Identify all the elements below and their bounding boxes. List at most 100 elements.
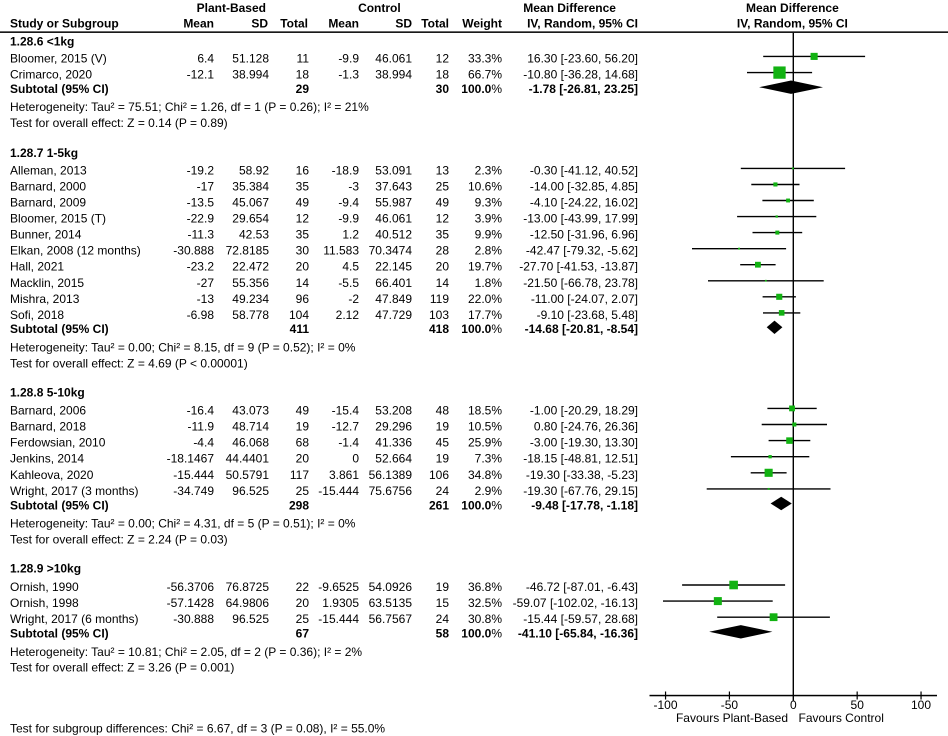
svg-text:47.729: 47.729 — [375, 308, 412, 322]
svg-text:41.336: 41.336 — [375, 436, 412, 450]
svg-text:Control: Control — [358, 1, 401, 15]
svg-text:25: 25 — [296, 484, 310, 498]
svg-text:2.12: 2.12 — [336, 308, 360, 322]
svg-text:49: 49 — [296, 403, 310, 417]
svg-text:20: 20 — [436, 260, 450, 274]
svg-text:46.068: 46.068 — [232, 436, 269, 450]
svg-text:-11.00 [-24.07, 2.07]: -11.00 [-24.07, 2.07] — [531, 292, 638, 306]
svg-text:11: 11 — [297, 51, 310, 65]
svg-text:1.8%: 1.8% — [475, 276, 503, 290]
svg-text:104: 104 — [289, 308, 309, 322]
svg-text:-18.9: -18.9 — [332, 163, 360, 177]
svg-text:-23.2: -23.2 — [187, 260, 215, 274]
svg-text:53.208: 53.208 — [375, 403, 412, 417]
svg-text:-18.15 [-48.81, 12.51]: -18.15 [-48.81, 12.51] — [523, 452, 638, 466]
svg-text:72.8185: 72.8185 — [226, 244, 270, 258]
svg-text:19: 19 — [296, 420, 310, 434]
svg-text:53.091: 53.091 — [375, 163, 412, 177]
svg-text:47.849: 47.849 — [375, 292, 412, 306]
svg-text:76.8725: 76.8725 — [226, 580, 270, 594]
svg-text:29: 29 — [296, 82, 310, 96]
svg-text:Mishra, 2013: Mishra, 2013 — [10, 292, 80, 306]
svg-text:Study or Subgroup: Study or Subgroup — [10, 17, 119, 31]
svg-text:-100: -100 — [653, 698, 677, 712]
svg-text:411: 411 — [290, 322, 310, 336]
svg-text:1.28.8 5-10kg: 1.28.8 5-10kg — [10, 386, 85, 400]
svg-text:SD: SD — [395, 17, 412, 31]
svg-text:Bloomer, 2015 (T): Bloomer, 2015 (T) — [10, 212, 106, 226]
svg-text:6.4: 6.4 — [197, 51, 214, 65]
svg-text:36.8%: 36.8% — [468, 580, 502, 594]
svg-text:-12.7: -12.7 — [332, 420, 360, 434]
svg-text:-2: -2 — [348, 292, 359, 306]
svg-text:34.8%: 34.8% — [468, 468, 502, 482]
svg-text:117: 117 — [290, 468, 309, 482]
svg-text:Heterogeneity: Tau² = 0.00; Ch: Heterogeneity: Tau² = 0.00; Chi² = 4.31,… — [10, 517, 356, 531]
svg-text:96.525: 96.525 — [232, 484, 269, 498]
svg-text:Heterogeneity: Tau² = 75.51; C: Heterogeneity: Tau² = 75.51; Chi² = 1.26… — [10, 100, 369, 114]
svg-text:-9.6525: -9.6525 — [318, 580, 359, 594]
svg-text:-50: -50 — [721, 698, 739, 712]
svg-text:-42.47 [-79.32, -5.62]: -42.47 [-79.32, -5.62] — [526, 244, 638, 258]
svg-text:37.643: 37.643 — [375, 179, 412, 193]
svg-text:64.9806: 64.9806 — [226, 596, 270, 610]
svg-text:-9.48 [-17.78, -1.18]: -9.48 [-17.78, -1.18] — [531, 498, 638, 512]
svg-text:10.5%: 10.5% — [468, 420, 502, 434]
svg-text:-13.00 [-43.99, 17.99]: -13.00 [-43.99, 17.99] — [523, 212, 638, 226]
svg-text:Mean: Mean — [183, 17, 214, 31]
svg-text:3.861: 3.861 — [329, 468, 359, 482]
svg-text:Test for subgroup differences:: Test for subgroup differences: Chi² = 6.… — [10, 722, 385, 736]
svg-text:58.92: 58.92 — [239, 163, 269, 177]
svg-text:55.356: 55.356 — [232, 276, 269, 290]
svg-text:Subtotal (95% CI): Subtotal (95% CI) — [10, 322, 109, 336]
svg-text:IV, Random, 95% CI: IV, Random, 95% CI — [737, 17, 848, 31]
svg-text:298: 298 — [289, 498, 309, 512]
svg-text:Mean: Mean — [328, 17, 359, 31]
svg-text:Barnard, 2018: Barnard, 2018 — [10, 420, 86, 434]
svg-text:-5.5: -5.5 — [338, 276, 359, 290]
svg-text:24: 24 — [436, 612, 450, 626]
svg-text:Elkan, 2008 (12 months): Elkan, 2008 (12 months) — [10, 244, 141, 258]
svg-text:Plant-Based: Plant-Based — [197, 1, 266, 15]
svg-text:38.994: 38.994 — [375, 68, 412, 82]
svg-text:Sofi, 2018: Sofi, 2018 — [10, 308, 64, 322]
svg-text:22: 22 — [296, 580, 310, 594]
svg-text:Test for overall effect: Z = 4: Test for overall effect: Z = 4.69 (P < 0… — [10, 356, 248, 370]
svg-text:58: 58 — [436, 627, 450, 641]
svg-text:17.7%: 17.7% — [468, 308, 502, 322]
svg-text:Crimarco, 2020: Crimarco, 2020 — [10, 68, 92, 82]
svg-text:-27: -27 — [197, 276, 215, 290]
svg-text:1.28.7 1-5kg: 1.28.7 1-5kg — [10, 146, 78, 160]
svg-text:-9.9: -9.9 — [338, 51, 359, 65]
svg-text:-21.50 [-66.78, 23.78]: -21.50 [-66.78, 23.78] — [523, 276, 638, 290]
svg-text:50.5791: 50.5791 — [226, 468, 270, 482]
svg-text:24: 24 — [436, 484, 450, 498]
svg-text:68: 68 — [296, 436, 310, 450]
svg-text:Ornish, 1990: Ornish, 1990 — [10, 580, 79, 594]
svg-text:1.2: 1.2 — [342, 228, 359, 242]
svg-text:-15.4: -15.4 — [332, 403, 360, 417]
svg-text:-19.30 [-33.38, -5.23]: -19.30 [-33.38, -5.23] — [526, 468, 638, 482]
svg-text:Test for overall effect: Z = 2: Test for overall effect: Z = 2.24 (P = 0… — [10, 533, 228, 547]
svg-text:52.664: 52.664 — [375, 452, 412, 466]
svg-text:32.5%: 32.5% — [468, 596, 502, 610]
svg-text:-4.4: -4.4 — [193, 436, 214, 450]
svg-text:Favours Control: Favours Control — [799, 711, 884, 725]
svg-text:Barnard, 2009: Barnard, 2009 — [10, 196, 86, 210]
svg-text:-12.50 [-31.96, 6.96]: -12.50 [-31.96, 6.96] — [530, 228, 638, 242]
svg-text:29.654: 29.654 — [232, 212, 269, 226]
svg-text:100.0%: 100.0% — [461, 627, 502, 641]
svg-text:22.0%: 22.0% — [468, 292, 502, 306]
svg-text:18.5%: 18.5% — [468, 403, 502, 417]
svg-text:2.9%: 2.9% — [475, 484, 503, 498]
svg-text:103: 103 — [429, 308, 449, 322]
svg-text:-1.00 [-20.29, 18.29]: -1.00 [-20.29, 18.29] — [530, 403, 638, 417]
svg-text:-18.1467: -18.1467 — [167, 452, 215, 466]
svg-text:46.061: 46.061 — [375, 51, 412, 65]
svg-text:Total: Total — [421, 17, 449, 31]
svg-text:25.9%: 25.9% — [468, 436, 502, 450]
svg-text:-22.9: -22.9 — [187, 212, 215, 226]
svg-text:Favours Plant-Based: Favours Plant-Based — [676, 711, 788, 725]
svg-text:2.8%: 2.8% — [475, 244, 503, 258]
svg-text:1.28.9 >10kg: 1.28.9 >10kg — [10, 562, 81, 576]
